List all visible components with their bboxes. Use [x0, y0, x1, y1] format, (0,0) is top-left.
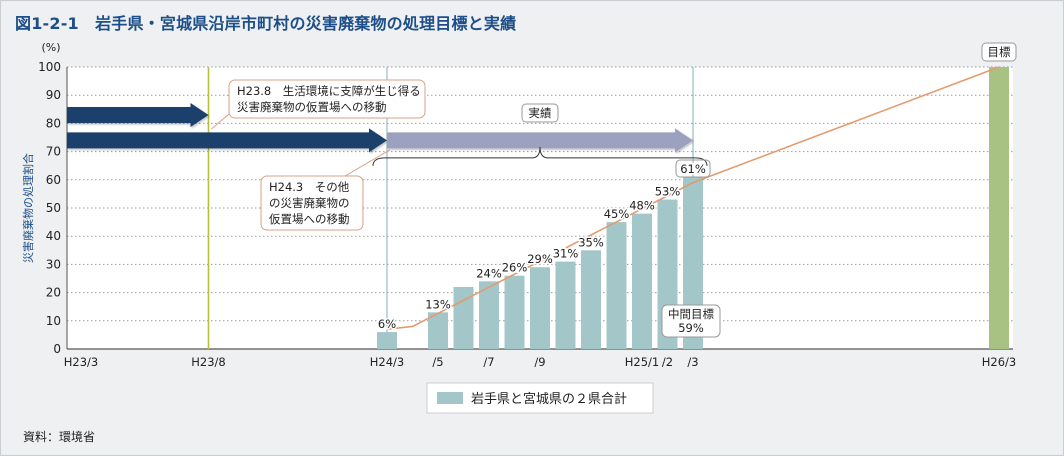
brace-label: 実績 — [529, 106, 552, 120]
x-tick-label: /5 — [432, 355, 443, 369]
y-axis-unit: (%) — [41, 41, 60, 54]
data-labels: 目標 6% 13% 24% 26%29% 31%35%45%48%53% 61% 中間目標59… — [376, 42, 1017, 338]
brace-shape — [372, 146, 708, 166]
target-bar — [989, 67, 1009, 349]
target-line — [386, 66, 1000, 331]
midterm-box — [661, 304, 721, 338]
figure-title: 図1-2-1 岩手県・宮城県沿岸市町村の災害廃棄物の処理目標と実績 — [15, 14, 517, 33]
source-note: 資料：環境省 — [23, 430, 96, 444]
bar — [377, 332, 397, 349]
legend: 岩手県と宮城県の２県合計 — [426, 382, 654, 414]
y-tick-label: 0 — [53, 342, 61, 356]
y-tick-label: 40 — [46, 229, 61, 243]
annotation-leader — [211, 113, 230, 130]
target-label: 目標 — [988, 45, 1011, 59]
brace-label-box — [521, 103, 559, 123]
y-tick-label: 100 — [38, 60, 61, 74]
bar — [632, 213, 652, 349]
y-tick-label: 20 — [46, 286, 61, 300]
bar — [530, 267, 550, 349]
bar — [428, 312, 448, 349]
bar-value-label: 53% — [655, 185, 681, 199]
legend-box — [426, 382, 654, 414]
annotation-text: の災害廃棄物の — [269, 196, 350, 210]
y-tick-label: 90 — [46, 88, 61, 102]
phase-arrow — [67, 128, 387, 153]
bar-value-label: 48% — [629, 199, 655, 213]
x-axis: H23/3 H23/8 H24/3/5/7/9 H25/1/2/3 H26/3 — [64, 348, 1016, 369]
bar — [581, 250, 601, 349]
annotation-text: 仮置場への移動 — [269, 212, 350, 226]
bar — [606, 222, 627, 349]
x-tick-label: /3 — [687, 355, 698, 369]
bar-value-label: 29% — [527, 252, 553, 266]
annotation-leader — [344, 149, 391, 177]
y-axis-label: 災害廃棄物の処理割合 — [21, 153, 35, 263]
legend-label: 岩手県と宮城県の２県合計 — [471, 391, 627, 407]
annotation-text: 災害廃棄物の仮置場への移動 — [237, 100, 387, 114]
legend-swatch — [437, 392, 463, 404]
x-tick-label: /7 — [483, 355, 494, 369]
bar-value-label: 24% — [476, 266, 502, 280]
x-tick-label: H23/8 — [191, 355, 225, 369]
bar — [555, 261, 576, 349]
y-tick-label: 50 — [46, 201, 61, 215]
annotation-box — [260, 175, 364, 231]
bar-value-label: 31% — [553, 247, 579, 261]
x-tick-label: /9 — [534, 355, 545, 369]
bar-value-label: 26% — [502, 261, 528, 275]
y-tick-label: 10 — [46, 314, 61, 328]
midterm-value: 59% — [678, 321, 704, 335]
y-tick-label: 80 — [46, 116, 61, 130]
y-tick-label: 60 — [46, 173, 61, 187]
phase-arrow — [387, 128, 693, 153]
annotation-box — [228, 79, 426, 119]
phase-arrow — [67, 102, 209, 127]
bar-value-label: 61% — [680, 162, 706, 176]
bar-value-label: 13% — [425, 297, 451, 311]
phase-arrows — [67, 102, 693, 153]
y-tick-label: 30 — [46, 257, 61, 271]
bar-value-label: 45% — [604, 207, 630, 221]
x-tick-label: H26/3 — [982, 355, 1016, 369]
target-trajectory-line — [386, 66, 1000, 331]
x-tick-label: H24/3 — [370, 355, 404, 369]
chart: 0 10 20 30 40 50 60 70 80 90 100 (%) 災害廃棄物の処理割合 H23/… — [21, 41, 1017, 414]
x-tick-label: H23/3 — [64, 355, 98, 369]
y-tick-label: 70 — [46, 145, 61, 159]
last-value-box — [675, 159, 711, 178]
x-tick-label: /2 — [662, 355, 673, 369]
bar-value-label: 35% — [578, 235, 604, 249]
x-tick-label: H25/1 — [625, 355, 659, 369]
target-label-box — [981, 42, 1017, 62]
bar — [504, 275, 525, 349]
bar — [479, 281, 499, 349]
actual-brace: 実績 — [372, 103, 708, 166]
midterm-label: 中間目標 — [668, 307, 714, 321]
y-axis: 0 10 20 30 40 50 60 70 80 90 100 (%) 災害廃棄物の処理割合 — [21, 41, 68, 356]
bar-value-label: 6% — [378, 317, 396, 331]
annotation-text: H23.8 生活環境に支障が生じ得る — [237, 84, 421, 98]
annotation-text: H24.3 その他 — [269, 180, 350, 194]
